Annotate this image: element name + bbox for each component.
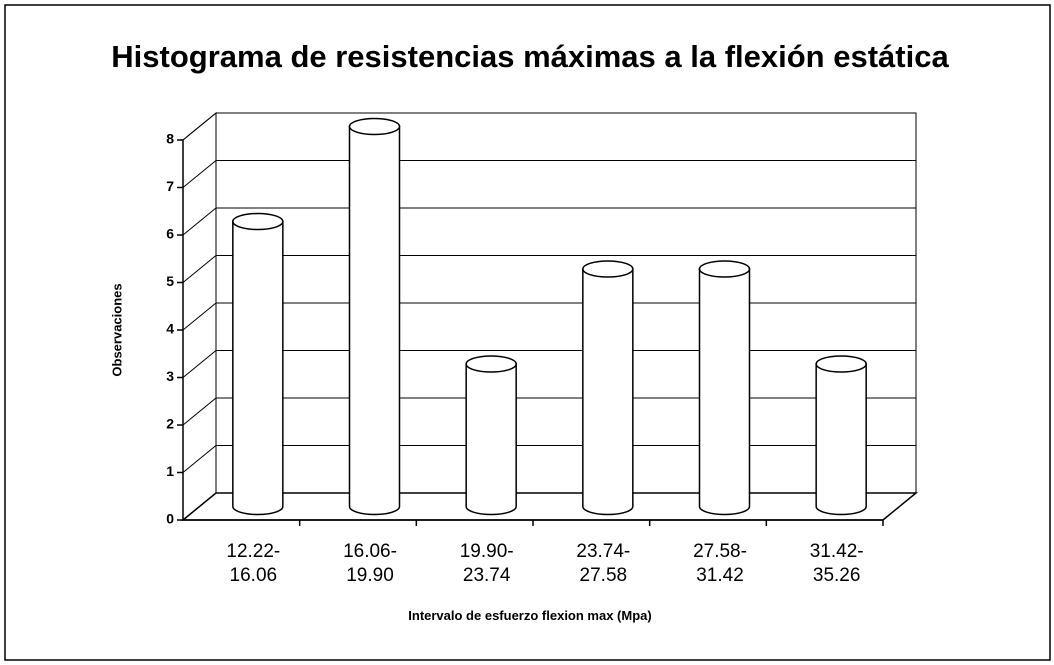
x-tick-label: 16.06-19.90 (343, 541, 397, 586)
bar (698, 260, 751, 516)
grid-line (182, 255, 916, 283)
bar-body (348, 125, 401, 516)
y-tick-label: 4 (166, 321, 174, 337)
x-tick-label: 27.58-31.42 (693, 541, 747, 586)
bar-body (582, 268, 634, 516)
x-tick-label: 19.90-23.74 (459, 541, 514, 586)
grid-line (182, 350, 916, 378)
floor (180, 492, 919, 521)
chart-title: Histograma de resistencias máximas a la … (111, 39, 949, 74)
bar (232, 212, 284, 516)
y-tick-label: 8 (166, 131, 174, 147)
bar-top (698, 260, 751, 278)
bar-top (348, 117, 401, 136)
bar-top (815, 355, 867, 373)
y-tick-label: 1 (166, 463, 174, 479)
grid-line (182, 302, 916, 331)
grid-line (182, 492, 916, 521)
x-tick-label: 31.42-35.26 (809, 541, 864, 586)
grid-line (182, 397, 916, 426)
bar-body (232, 220, 284, 516)
x-tick-label: 23.74-27.58 (576, 541, 631, 586)
bar-body (465, 363, 517, 516)
grid-line (182, 112, 916, 141)
bar-top (232, 212, 284, 231)
grid-line (182, 445, 916, 473)
grid-line (182, 160, 916, 188)
y-tick-label: 6 (166, 226, 174, 242)
y-tick-label: 5 (166, 273, 174, 289)
bar (348, 117, 401, 516)
grid-line (182, 207, 916, 236)
y-tick-label: 2 (166, 416, 174, 432)
bar-body (698, 268, 751, 516)
x-tick-label: 12.22-16.06 (226, 541, 281, 586)
bar (815, 355, 867, 516)
bar (582, 260, 634, 516)
y-axis-label: Observaciones (109, 283, 124, 376)
y-tick-label: 7 (166, 178, 174, 194)
bar (465, 355, 517, 516)
x-axis-label: Intervalo de esfuerzo flexion max (Mpa) (408, 608, 652, 623)
y-tick-label: 3 (166, 368, 174, 384)
bar-top (582, 260, 634, 278)
y-tick-label: 0 (166, 511, 174, 527)
bar-body (815, 363, 867, 516)
bar-top (465, 355, 517, 373)
